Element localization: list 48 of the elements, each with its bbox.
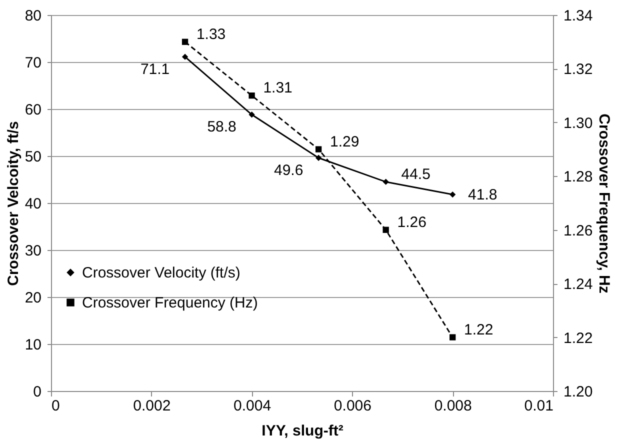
y-tick-label: 20 — [24, 290, 42, 306]
data-label: 41.8 — [468, 186, 498, 204]
y2-tick-label: 1.22 — [564, 330, 593, 347]
x-tick-label: 0.006 — [334, 398, 372, 414]
point — [450, 191, 456, 198]
legend-label: Crossover Velocity (ft/s) — [82, 264, 240, 282]
data-label: 1.29 — [330, 133, 360, 150]
point — [182, 38, 188, 45]
data-label: 49.6 — [274, 162, 304, 179]
x-tick-label: 0.002 — [133, 398, 171, 414]
y2-tick-label: 1.26 — [564, 222, 593, 240]
y-tick-label: 80 — [24, 8, 42, 24]
point — [450, 334, 456, 340]
point — [315, 146, 322, 152]
y-tick-label: 10 — [24, 336, 42, 354]
y2-tick-label: 1.28 — [564, 168, 593, 186]
x-tick-label: 0 — [52, 398, 60, 414]
y2-tick-label: 1.20 — [564, 384, 593, 400]
y2-tick-label: 1.24 — [564, 276, 593, 294]
x-tick-label: 0.008 — [434, 398, 472, 414]
y-axis-title: Crossover Velcoity, ft/s — [4, 121, 22, 286]
y-tick-label: 50 — [24, 148, 42, 166]
data-label: 1.26 — [397, 214, 426, 231]
y-tick-label: 70 — [24, 54, 42, 72]
y-tick-label: 40 — [24, 196, 42, 212]
legend-label: Crossover Frequency (Hz) — [82, 294, 258, 312]
x-tick-label: 0.01 — [524, 398, 554, 414]
data-label: 44.5 — [401, 166, 430, 183]
point — [248, 112, 255, 118]
data-label: 1.22 — [464, 321, 494, 338]
y2-axis-title: Crossover Frequency, Hz — [596, 114, 613, 294]
data-label: 1.31 — [263, 80, 292, 97]
x-tick-label: 0.004 — [234, 398, 272, 414]
y2-tick-label: 1.32 — [564, 61, 593, 78]
point — [315, 154, 322, 161]
point — [182, 54, 188, 60]
y-tick-label: 30 — [24, 242, 42, 260]
x-axis-title: IYY, slug-ft² — [262, 422, 344, 440]
point — [382, 178, 389, 185]
y2-tick-label: 1.34 — [564, 8, 593, 24]
data-label: 71.1 — [140, 60, 170, 78]
point — [382, 226, 389, 233]
y-tick-label: 0 — [33, 384, 42, 400]
data-label: 1.33 — [196, 26, 226, 43]
y-tick-label: 60 — [24, 102, 42, 118]
y2-tick-label: 1.30 — [564, 114, 593, 132]
point — [248, 92, 255, 99]
data-label: 58.8 — [207, 118, 236, 136]
